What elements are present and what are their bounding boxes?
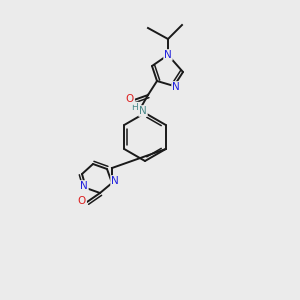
Text: N: N bbox=[139, 106, 147, 116]
Text: N: N bbox=[164, 50, 172, 60]
Text: O: O bbox=[78, 196, 86, 206]
Text: O: O bbox=[126, 94, 134, 104]
Text: N: N bbox=[172, 82, 180, 92]
Text: N: N bbox=[111, 176, 119, 186]
Text: N: N bbox=[80, 181, 88, 191]
Text: H: H bbox=[132, 103, 138, 112]
